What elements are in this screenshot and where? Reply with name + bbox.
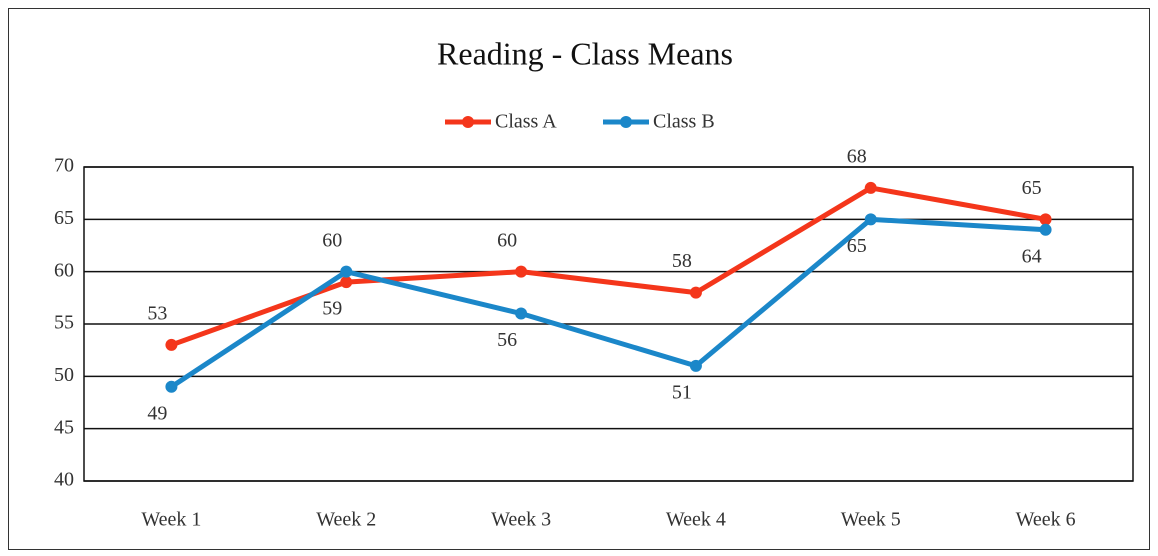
- data-label: 60: [322, 229, 342, 251]
- data-label: 56: [497, 329, 517, 351]
- data-label: 68: [847, 146, 867, 168]
- y-tick-label: 40: [54, 469, 74, 491]
- y-tick-label: 50: [54, 364, 74, 386]
- legend-label: Class A: [495, 111, 557, 133]
- point: [689, 286, 702, 299]
- legend-label: Class B: [653, 111, 715, 133]
- x-tick-label: Week 2: [316, 509, 376, 531]
- point: [1039, 223, 1052, 236]
- chart-title: Reading - Class Means: [437, 35, 733, 71]
- y-tick-label: 60: [54, 259, 74, 281]
- x-tick-label: Week 4: [666, 509, 726, 531]
- point: [340, 276, 353, 289]
- x-tick-label: Week 6: [1016, 509, 1076, 531]
- point: [165, 380, 178, 393]
- point: [1039, 213, 1052, 226]
- point: [864, 213, 877, 226]
- data-label: 64: [1022, 245, 1042, 267]
- legend-marker: [620, 116, 632, 128]
- series-line: [170, 216, 1046, 389]
- point: [515, 265, 528, 278]
- data-label: 53: [147, 303, 167, 325]
- plot-frame: [83, 166, 1134, 482]
- x-tick-label: Week 3: [491, 509, 551, 531]
- data-label: 49: [147, 402, 167, 424]
- point: [165, 338, 178, 351]
- y-tick-label: 55: [54, 312, 74, 334]
- data-label: 65: [847, 235, 867, 257]
- data-label: 59: [322, 298, 342, 320]
- legend-marker: [462, 116, 474, 128]
- point: [515, 307, 528, 320]
- point: [864, 181, 877, 194]
- point: [340, 265, 353, 278]
- data-label: 65: [1022, 177, 1042, 199]
- data-label: 60: [497, 229, 517, 251]
- x-tick-label: Week 5: [841, 509, 901, 531]
- data-label: 58: [672, 250, 692, 272]
- y-tick-label: 45: [54, 416, 74, 438]
- x-tick-label: Week 1: [141, 509, 201, 531]
- y-tick-label: 70: [54, 155, 74, 177]
- data-label: 51: [672, 381, 692, 403]
- point: [689, 359, 702, 372]
- y-tick-label: 65: [54, 207, 74, 229]
